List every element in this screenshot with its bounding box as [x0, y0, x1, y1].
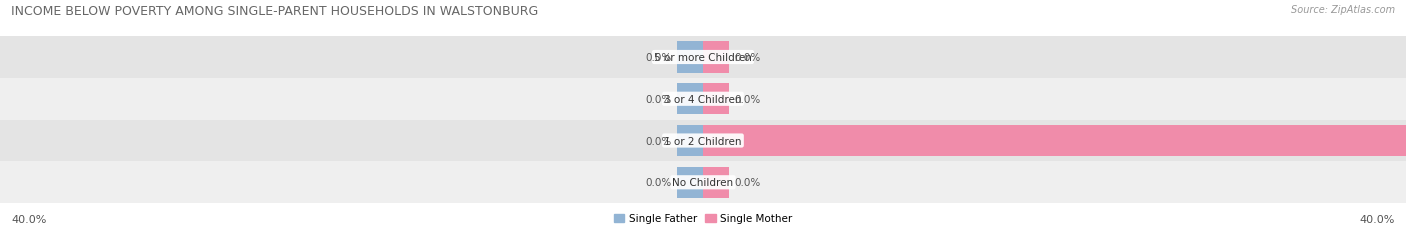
Text: Source: ZipAtlas.com: Source: ZipAtlas.com	[1291, 5, 1395, 15]
Text: 40.0%: 40.0%	[1360, 214, 1395, 225]
Bar	[676, 84, 703, 115]
Bar	[703, 125, 1406, 157]
Legend: Single Father, Single Mother: Single Father, Single Mother	[614, 213, 792, 224]
Text: 40.0%: 40.0%	[11, 214, 46, 225]
Text: INCOME BELOW POVERTY AMONG SINGLE-PARENT HOUSEHOLDS IN WALSTONBURG: INCOME BELOW POVERTY AMONG SINGLE-PARENT…	[11, 5, 538, 18]
Bar	[676, 125, 703, 157]
Bar	[703, 42, 730, 73]
Bar	[0, 162, 1406, 203]
Bar	[0, 120, 1406, 162]
Bar	[703, 167, 730, 198]
Text: 1 or 2 Children: 1 or 2 Children	[664, 136, 742, 146]
Bar	[703, 84, 730, 115]
Bar	[676, 167, 703, 198]
Bar	[0, 79, 1406, 120]
Text: No Children: No Children	[672, 177, 734, 188]
Text: 0.0%: 0.0%	[645, 53, 672, 63]
Text: 0.0%: 0.0%	[734, 177, 761, 188]
Text: 0.0%: 0.0%	[734, 94, 761, 104]
Text: 3 or 4 Children: 3 or 4 Children	[664, 94, 742, 104]
Text: 0.0%: 0.0%	[645, 177, 672, 188]
Bar	[676, 42, 703, 73]
Text: 5 or more Children: 5 or more Children	[654, 53, 752, 63]
Text: 0.0%: 0.0%	[645, 94, 672, 104]
Bar	[0, 37, 1406, 79]
Text: 0.0%: 0.0%	[645, 136, 672, 146]
Text: 0.0%: 0.0%	[734, 53, 761, 63]
